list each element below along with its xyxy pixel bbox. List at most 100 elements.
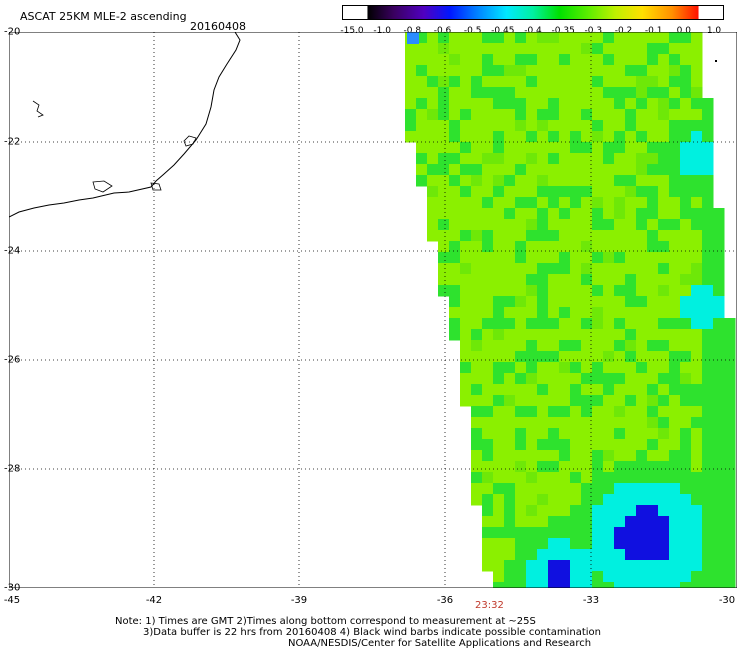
swath-cell — [460, 263, 472, 275]
swath-cell — [416, 164, 428, 176]
swath-cell — [482, 461, 494, 473]
swath-cell — [559, 142, 571, 154]
swath-cell — [526, 582, 538, 588]
swath-cell — [471, 131, 483, 143]
swath-cell — [592, 505, 604, 517]
swath-cell — [625, 373, 637, 385]
swath-cell — [515, 164, 527, 176]
swath-cell — [702, 351, 714, 363]
swath-cell — [526, 274, 538, 286]
swath-cell — [427, 120, 439, 132]
swath-cell — [471, 461, 483, 473]
swath-cell — [592, 527, 604, 539]
swath-cell — [559, 241, 571, 253]
swath-cell — [438, 274, 450, 286]
swath-cell — [526, 120, 538, 132]
swath-cell — [592, 516, 604, 528]
swath-cell — [658, 296, 670, 308]
swath-cell — [625, 417, 637, 429]
swath-cell — [614, 219, 626, 231]
swath-cell — [559, 285, 571, 297]
swath-cell — [559, 439, 571, 451]
swath-cell — [680, 241, 692, 253]
wind-swath — [405, 32, 736, 588]
swath-cell — [482, 65, 494, 77]
swath-cell — [658, 307, 670, 319]
swath-cell — [504, 208, 516, 220]
swath-cell — [449, 197, 461, 209]
swath-cell — [581, 252, 593, 264]
swath-cell — [405, 76, 417, 88]
swath-cell — [669, 76, 681, 88]
swath-cell — [526, 230, 538, 242]
swath-cell — [658, 417, 670, 429]
swath-cell — [680, 120, 692, 132]
swath-cell — [504, 461, 516, 473]
swath-cell — [669, 285, 681, 297]
swath-cell — [471, 340, 483, 352]
swath-cell — [581, 153, 593, 165]
swath-cell — [537, 461, 549, 473]
swath-cell — [614, 109, 626, 121]
swath-cell — [702, 362, 714, 374]
swath-cell — [702, 505, 714, 517]
swath-cell — [592, 351, 604, 363]
swath-cell — [449, 43, 461, 55]
swath-cell — [581, 87, 593, 99]
swath-cell — [592, 406, 604, 418]
swath-cell — [504, 384, 516, 396]
swath-cell — [581, 241, 593, 253]
swath-cell — [526, 65, 538, 77]
swath-cell — [592, 296, 604, 308]
swath-cell — [449, 296, 461, 308]
swath-cell — [581, 274, 593, 286]
swath-cell — [548, 76, 560, 88]
swath-cell — [570, 186, 582, 198]
swath-cell — [702, 417, 714, 429]
swath-cell — [559, 351, 571, 363]
swath-cell — [471, 197, 483, 209]
swath-cell — [471, 494, 483, 506]
swath-cell — [647, 32, 659, 44]
swath-cell — [570, 373, 582, 385]
swath-cell — [614, 340, 626, 352]
swath-cell — [713, 417, 725, 429]
swath-cell — [548, 109, 560, 121]
swath-cell — [504, 274, 516, 286]
swath-cell — [625, 32, 637, 44]
swath-cell — [581, 417, 593, 429]
swath-cell — [537, 406, 549, 418]
swath-cell — [647, 263, 659, 275]
swath-cell — [702, 340, 714, 352]
swath-cell — [592, 197, 604, 209]
swath-cell — [581, 571, 593, 583]
swath-cell — [592, 43, 604, 55]
swath-cell — [460, 241, 472, 253]
swath-cell — [570, 208, 582, 220]
swath-cell — [559, 98, 571, 110]
swath-cell — [724, 450, 736, 462]
swath-cell — [647, 307, 659, 319]
swath-cell — [515, 582, 527, 588]
swath-cell — [581, 516, 593, 528]
swath-cell — [614, 406, 626, 418]
swath-cell — [515, 505, 527, 517]
swath-cell — [680, 186, 692, 198]
swath-cell — [493, 54, 505, 66]
swath-cell — [493, 175, 505, 187]
swath-cell — [548, 285, 560, 297]
swath-cell — [515, 252, 527, 264]
swath-cell — [636, 175, 648, 187]
swath-cell — [438, 153, 450, 165]
swath-cell — [636, 186, 648, 198]
swath-cell — [680, 307, 692, 319]
swath-cell — [691, 428, 703, 440]
swath-cell — [603, 197, 615, 209]
swath-cell — [581, 538, 593, 550]
swath-cell — [581, 164, 593, 176]
swath-cell — [625, 197, 637, 209]
swath-cell — [570, 230, 582, 242]
swath-cell — [636, 494, 648, 506]
swath-cell — [625, 43, 637, 55]
swath-cell — [625, 65, 637, 77]
